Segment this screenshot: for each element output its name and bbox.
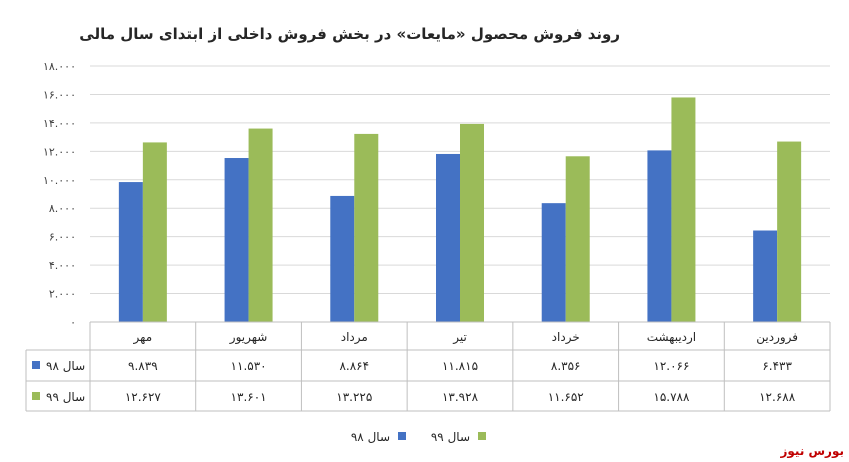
data-label: ۸.۳۵۶: [551, 359, 581, 373]
category-label: اردیبهشت: [647, 330, 696, 345]
y-tick-label: ۱۴.۰۰۰: [43, 117, 76, 130]
bar-series-99: [142, 142, 167, 322]
legend-label: سال ۹۹: [431, 430, 470, 444]
brand-label: بورس نیوز: [779, 444, 844, 459]
y-tick-label: ۱۲.۰۰۰: [43, 145, 76, 158]
data-label: ۱۵.۷۸۸: [653, 390, 690, 404]
bars: [118, 97, 802, 322]
bar-series-98: [541, 203, 566, 322]
y-tick-label: ۱۶.۰۰۰: [43, 88, 76, 101]
category-label: شهریور: [229, 330, 268, 345]
row-series-name: سال ۹۸: [46, 359, 85, 373]
bar-series-98: [330, 195, 355, 322]
row-series-name: سال ۹۹: [46, 390, 85, 404]
bar-series-99: [777, 141, 802, 322]
bar-series-99: [354, 133, 379, 322]
row-legend-key: [32, 392, 40, 400]
data-label: ۱۱.۸۱۵: [442, 359, 478, 373]
category-label: مرداد: [341, 330, 368, 345]
data-label: ۱۲.۶۸۸: [759, 390, 796, 404]
y-tick-label: ۱۰.۰۰۰: [43, 174, 76, 187]
data-label: ۱۳.۲۲۵: [336, 390, 372, 404]
y-tick-label: ۸.۰۰۰: [49, 202, 76, 215]
row-legend-key: [32, 361, 40, 369]
legend-swatch: [398, 432, 406, 440]
y-axis-ticks: ۰ ۲.۰۰۰ ۴.۰۰۰ ۶.۰۰۰ ۸.۰۰۰ ۱۰.۰۰۰ ۱۲.۰۰۰ ۱۴.۰۰۰ ۱…: [43, 60, 76, 329]
data-label: ۹.۸۳۹: [128, 359, 158, 373]
legend-label: سال ۹۸: [351, 430, 390, 444]
y-tick-label: ۴.۰۰۰: [49, 259, 76, 272]
legend: سال ۹۹ سال ۹۸: [351, 430, 486, 444]
bar-series-99: [460, 123, 484, 322]
category-label: تیر: [452, 330, 467, 345]
legend-swatch: [478, 432, 486, 440]
category-label: خرداد: [552, 330, 580, 345]
bar-series-98: [753, 230, 778, 322]
data-label: ۱۱.۵۳۰: [231, 359, 267, 373]
bar-series-98: [224, 158, 249, 322]
data-label: ۱۲.۰۶۶: [653, 359, 689, 373]
y-tick-label: ۶.۰۰۰: [49, 231, 76, 244]
bar-series-98: [647, 150, 672, 322]
data-table: فروردین اردیبهشت خرداد تیر مرداد شهریور مهر سال…: [25, 321, 831, 412]
category-label: مهر: [133, 330, 153, 345]
data-label: ۱۱.۶۵۲: [548, 390, 584, 404]
data-label: ۶.۴۳۳: [762, 359, 792, 373]
bar-series-98: [118, 182, 143, 322]
y-tick-label: ۱۸.۰۰۰: [43, 60, 76, 73]
bar-series-99: [248, 128, 273, 322]
data-label: ۸.۸۶۴: [339, 359, 369, 373]
y-tick-label: ۲.۰۰۰: [49, 288, 76, 301]
category-label: فروردین: [756, 330, 798, 345]
data-label: ۱۳.۶۰۱: [231, 390, 267, 404]
y-tick-label: ۰: [70, 316, 76, 329]
chart-title: روند فروش محصول «مایعات» در بخش فروش داخ…: [79, 25, 620, 43]
data-label: ۱۲.۶۲۷: [125, 390, 162, 404]
data-label: ۱۳.۹۲۸: [442, 390, 479, 404]
bar-series-98: [436, 153, 460, 322]
bar-series-99: [671, 97, 696, 322]
bar-series-99: [565, 156, 590, 322]
